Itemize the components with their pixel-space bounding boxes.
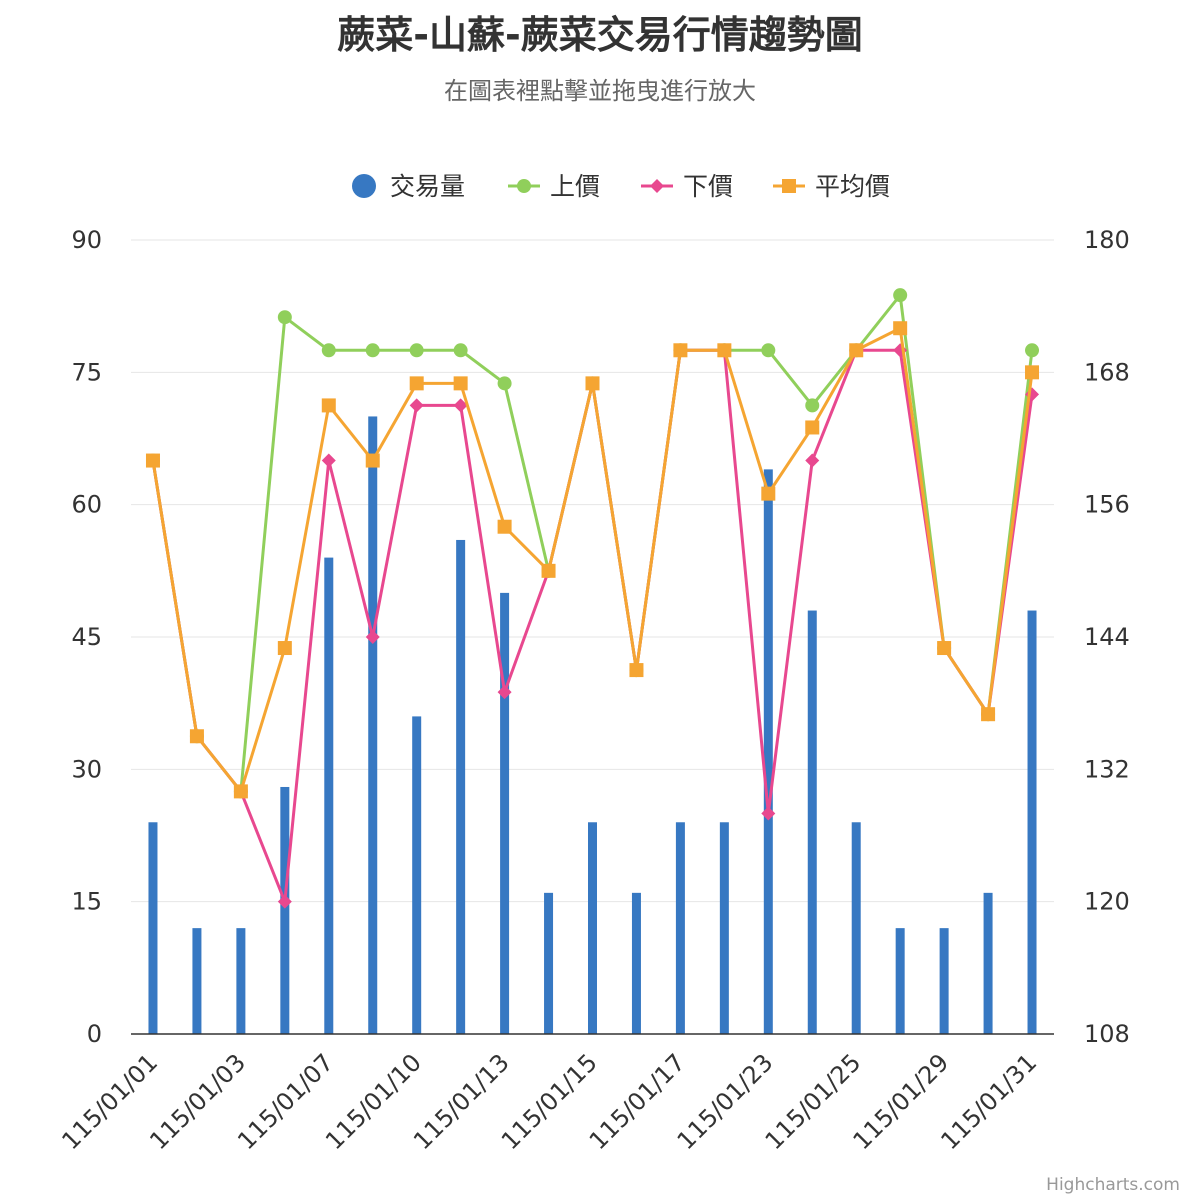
line-square xyxy=(151,326,1034,793)
volume-bar xyxy=(412,716,422,1034)
marker-diamond xyxy=(761,806,776,821)
line-circle xyxy=(151,293,1034,793)
marker-square xyxy=(365,453,380,468)
marker-square xyxy=(189,729,204,744)
marker-square xyxy=(585,376,600,391)
y-left-tick-label: 60 xyxy=(71,491,102,519)
y-right-tick-label: 168 xyxy=(1084,358,1130,386)
y-right-tick-label: 144 xyxy=(1084,623,1130,651)
volume-bar xyxy=(983,892,993,1034)
price-lines xyxy=(145,288,1040,909)
marker-circle xyxy=(1025,343,1040,358)
marker-square xyxy=(409,376,424,391)
y-left-tick-label: 30 xyxy=(71,755,102,783)
credits-label[interactable]: Highcharts.com xyxy=(1046,1175,1180,1195)
marker-square xyxy=(277,641,292,656)
volume-bar xyxy=(544,892,554,1034)
marker-diamond xyxy=(409,398,424,413)
marker-square xyxy=(761,486,776,501)
volume-bar xyxy=(851,822,861,1034)
legend-item[interactable]: 下價 xyxy=(641,172,733,201)
marker-circle xyxy=(497,376,512,391)
volume-bar xyxy=(456,539,466,1034)
marker-square xyxy=(453,376,468,391)
marker-diamond xyxy=(650,179,664,193)
volume-bar xyxy=(675,822,685,1034)
y-left-tick-label: 0 xyxy=(87,1020,102,1048)
marker-square xyxy=(321,398,336,413)
marker-square xyxy=(782,179,796,193)
volume-bar xyxy=(719,822,729,1034)
y-left-tick-label: 90 xyxy=(71,226,102,254)
legend-symbol-circle xyxy=(352,174,376,198)
legend-label: 上價 xyxy=(550,172,600,201)
marker-diamond xyxy=(277,894,292,909)
volume-bar xyxy=(939,928,949,1034)
marker-diamond xyxy=(453,398,468,413)
chart-title: 蕨菜-山蘇-蕨菜交易行情趨勢圖 xyxy=(337,13,863,57)
marker-square xyxy=(849,343,864,358)
marker-square xyxy=(893,321,908,336)
x-tick-label: 115/01/31 xyxy=(935,1048,1042,1155)
marker-diamond xyxy=(805,453,820,468)
marker-circle xyxy=(805,398,820,413)
marker-square xyxy=(1025,365,1040,380)
volume-bar xyxy=(148,822,158,1034)
marker-circle xyxy=(453,343,468,358)
volume-columns xyxy=(148,416,1037,1034)
volume-bar xyxy=(192,928,202,1034)
marker-square xyxy=(145,453,160,468)
y-right-tick-label: 120 xyxy=(1084,888,1130,916)
y-right-tick-label: 180 xyxy=(1084,226,1130,254)
marker-circle xyxy=(409,343,424,358)
volume-bar xyxy=(807,610,817,1034)
volume-bar xyxy=(324,557,334,1034)
marker-square xyxy=(497,519,512,534)
legend-label: 平均價 xyxy=(815,172,890,201)
legend-label: 交易量 xyxy=(390,172,465,201)
y-left-tick-label: 75 xyxy=(71,358,102,386)
legend-label: 下價 xyxy=(683,172,733,201)
marker-square xyxy=(541,563,556,578)
marker-diamond xyxy=(365,630,380,644)
marker-diamond xyxy=(321,453,336,468)
marker-square xyxy=(673,343,688,358)
legend-item[interactable]: 平均價 xyxy=(773,172,890,201)
marker-circle xyxy=(321,343,336,358)
marker-circle xyxy=(761,343,776,358)
marker-circle xyxy=(893,288,908,303)
volume-bar xyxy=(500,592,510,1034)
marker-circle xyxy=(365,343,380,358)
marker-square xyxy=(629,663,644,678)
volume-bar xyxy=(368,416,378,1034)
volume-bar xyxy=(236,928,246,1034)
legend[interactable]: 交易量 上價 下價 平均價 xyxy=(352,172,890,201)
marker-square xyxy=(937,641,952,656)
marker-square xyxy=(717,343,732,358)
chart-subtitle: 在圖表裡點擊並拖曳進行放大 xyxy=(444,77,756,105)
volume-bar xyxy=(1027,610,1037,1034)
legend-item[interactable]: 上價 xyxy=(508,172,600,201)
y-right-tick-label: 132 xyxy=(1084,755,1130,783)
volume-bar xyxy=(895,928,905,1034)
marker-circle xyxy=(277,310,292,325)
marker-square xyxy=(233,784,248,799)
legend-item[interactable]: 交易量 xyxy=(352,172,465,201)
marker-square xyxy=(981,707,996,722)
volume-bar xyxy=(631,892,641,1034)
volume-bar xyxy=(588,822,597,1034)
grid-lines xyxy=(131,239,1054,903)
y-left-tick-label: 15 xyxy=(71,888,102,916)
y-right-tick-label: 156 xyxy=(1084,491,1130,519)
y-left-tick-label: 45 xyxy=(71,623,102,651)
volume-bar xyxy=(763,469,773,1034)
y-right-tick-label: 108 xyxy=(1084,1020,1130,1048)
volume-bar xyxy=(280,786,290,1034)
marker-circle xyxy=(517,179,531,193)
marker-square xyxy=(805,420,820,435)
marker-diamond xyxy=(497,685,512,700)
